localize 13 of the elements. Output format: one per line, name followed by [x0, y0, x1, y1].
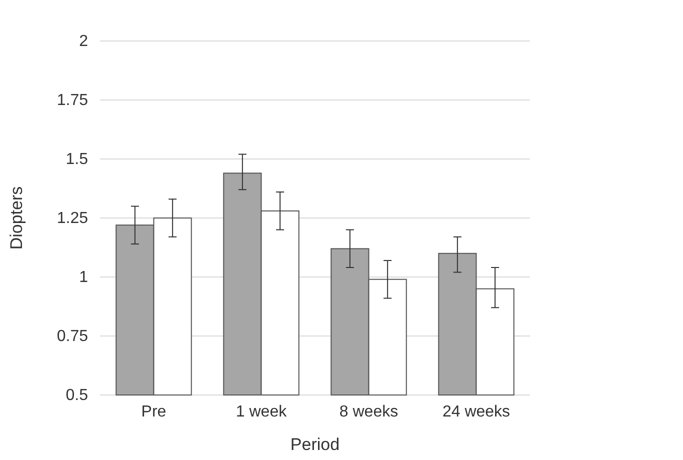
y-tick-label: 1.5 — [66, 151, 88, 168]
y-tick-label: 1.75 — [56, 92, 88, 110]
y-tick-label: 0.5 — [66, 387, 88, 404]
y-tick-label: 0.75 — [56, 328, 88, 346]
x-tick-label: 24 weeks — [442, 403, 510, 420]
y-tick-label: 2 — [79, 33, 88, 50]
x-tick-label: 8 weeks — [339, 403, 398, 420]
x-tick-label: Pre — [141, 403, 166, 420]
y-axis-title: Diopters — [7, 186, 26, 250]
y-tick-label: 1 — [79, 269, 88, 286]
y-tick-label: 1.25 — [56, 210, 88, 228]
x-tick-label: 1 week — [236, 403, 288, 420]
x-axis-title: Period — [290, 435, 340, 454]
